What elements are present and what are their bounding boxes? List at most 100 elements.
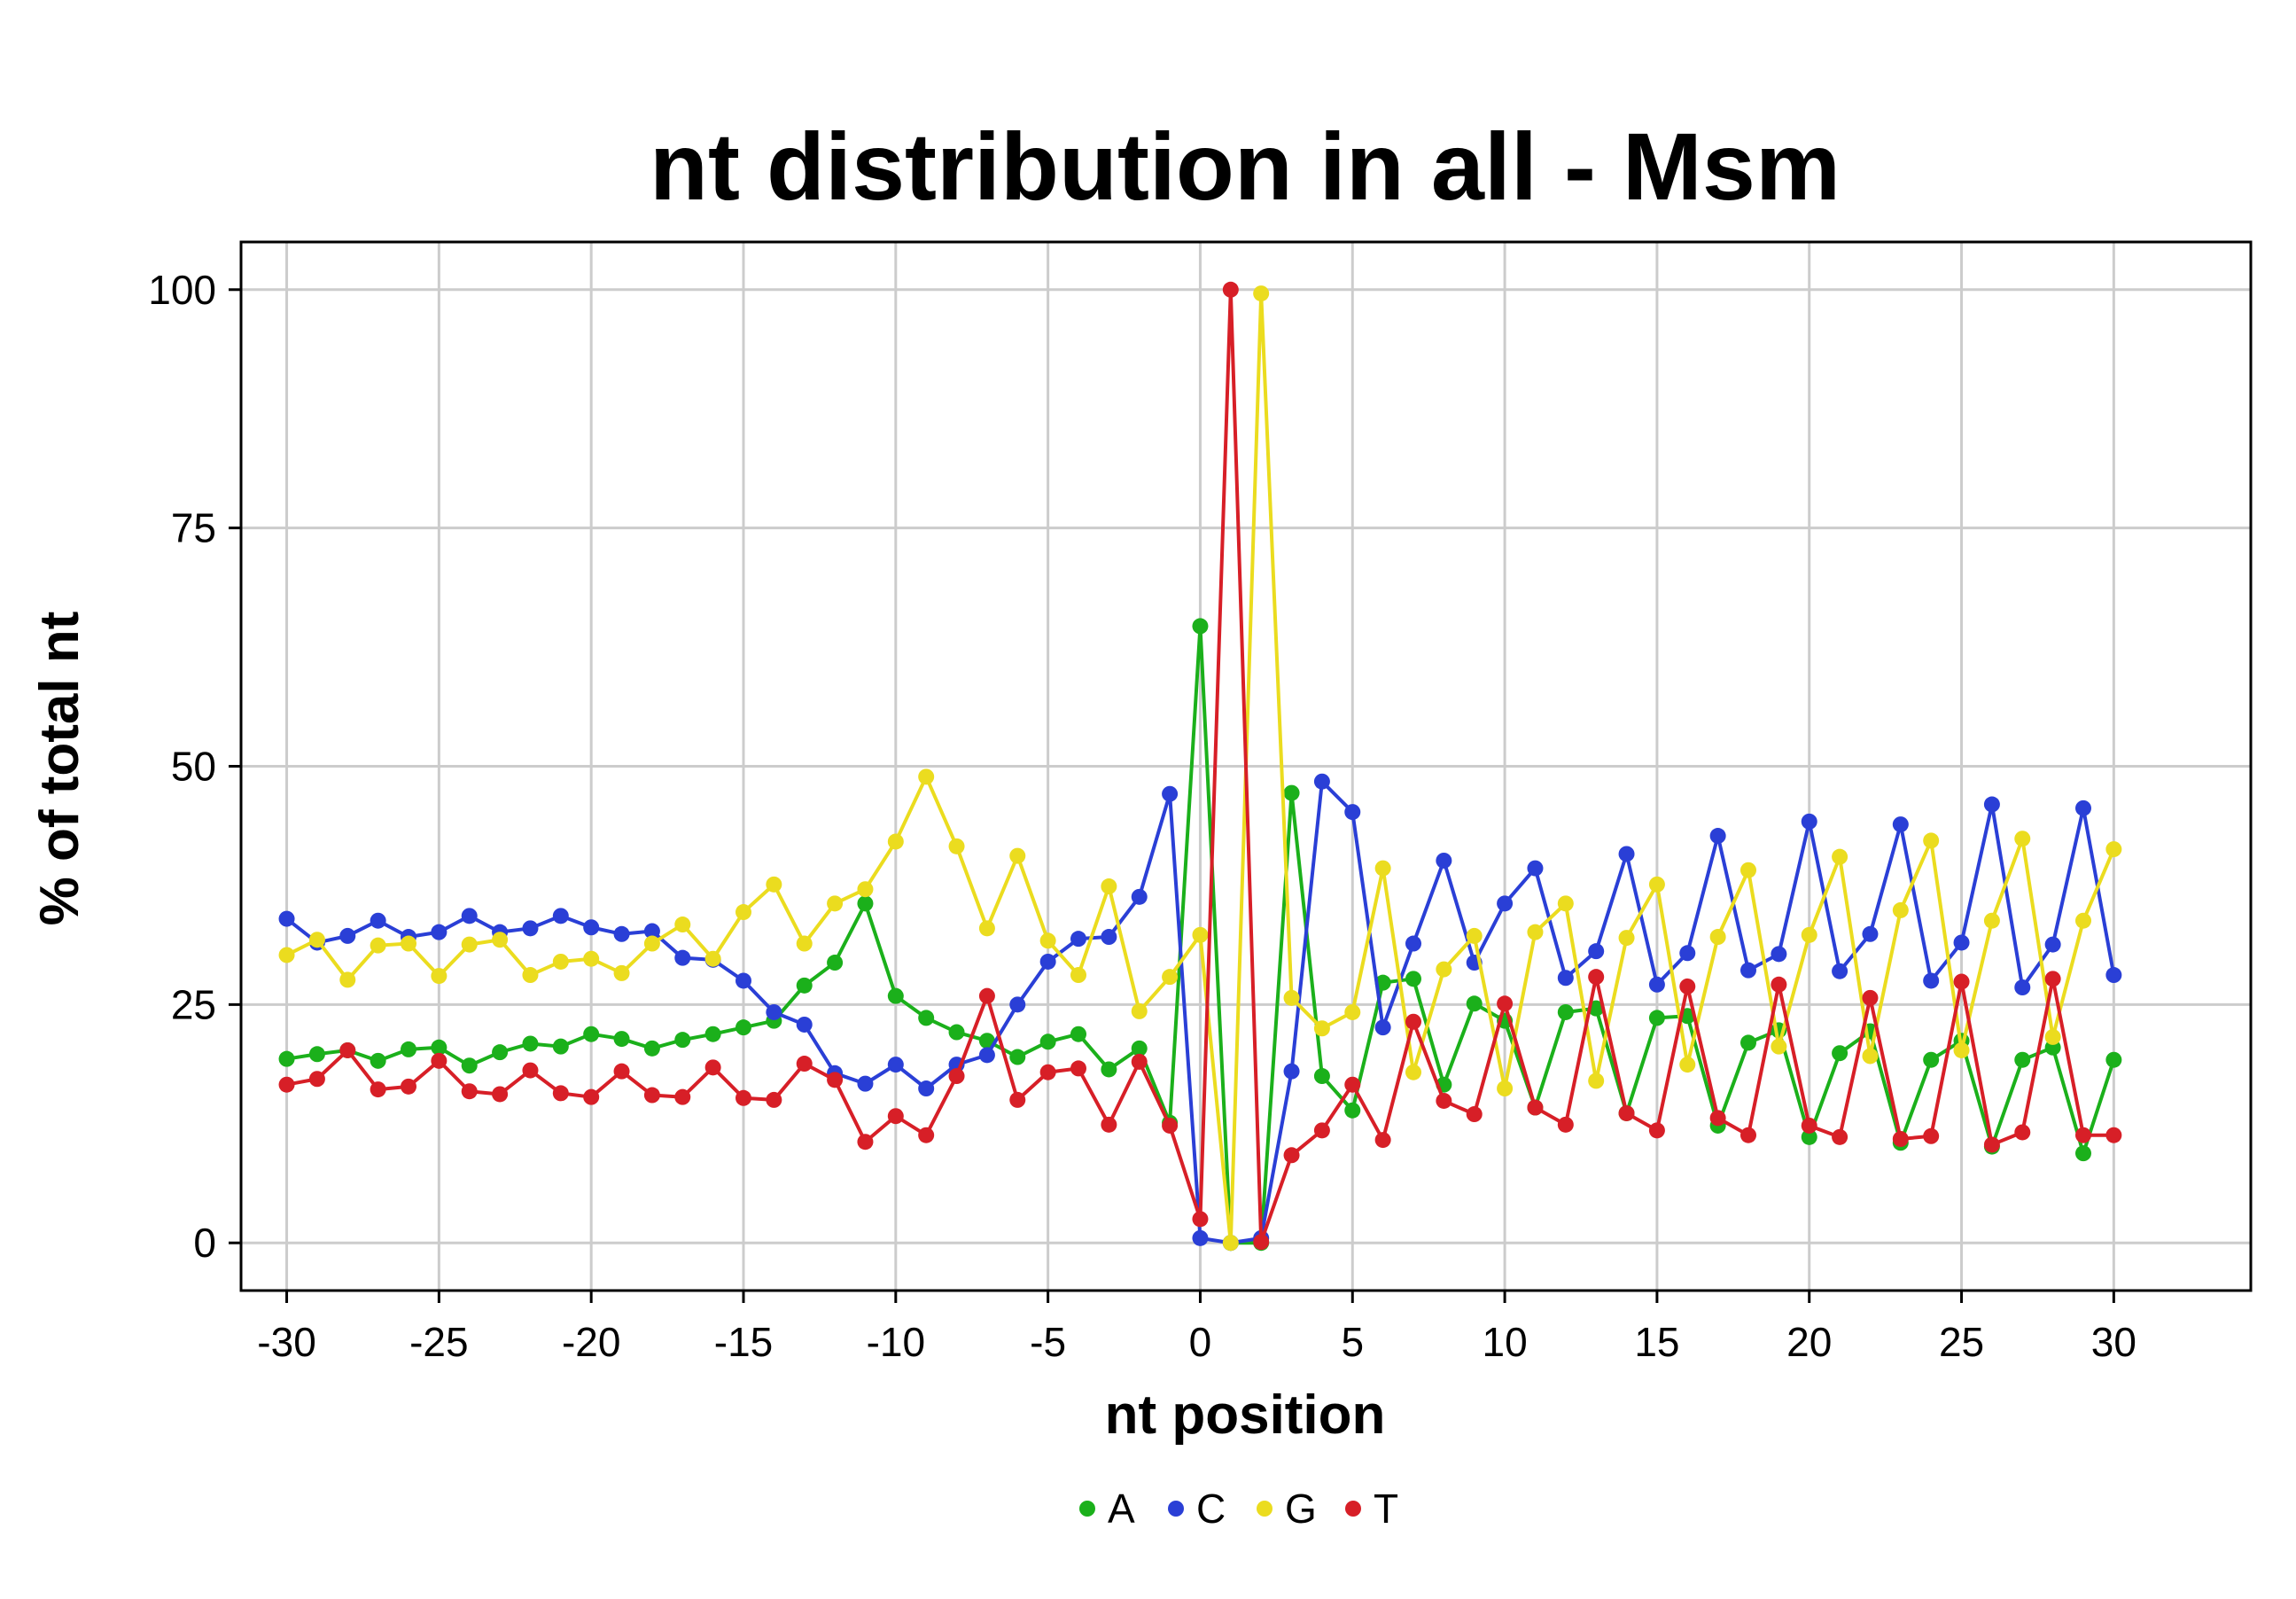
data-point-T [1131, 1053, 1148, 1070]
legend-label: C [1196, 1486, 1226, 1532]
data-point-C [1313, 773, 1330, 790]
data-point-C [1374, 1019, 1391, 1036]
data-point-G [552, 953, 569, 970]
data-point-T [1983, 1136, 2000, 1153]
data-point-C [1070, 931, 1086, 948]
data-point-C [918, 1080, 935, 1097]
data-point-T [1466, 1106, 1483, 1123]
data-point-G [522, 967, 539, 984]
data-point-C [1618, 846, 1635, 862]
series-T [278, 281, 2122, 1251]
data-point-A [1740, 1034, 1756, 1051]
data-point-C [552, 908, 569, 924]
x-tick-label: -5 [1030, 1319, 1066, 1365]
data-point-T [1344, 1076, 1361, 1093]
data-point-T [1070, 1060, 1086, 1077]
x-axis-ticks: -30 -25 -20 -15 -10 -5 0 5 10 15 20 25 30 [257, 1291, 2136, 1365]
x-tick-label: 15 [1634, 1319, 1679, 1365]
data-point-C [1983, 796, 2000, 813]
x-tick-label: -30 [257, 1319, 315, 1365]
data-point-T [1101, 1116, 1117, 1133]
data-point-T [1832, 1128, 1848, 1145]
data-point-G [1009, 847, 1026, 864]
data-point-G [461, 936, 478, 953]
data-point-T [461, 1083, 478, 1100]
data-point-T [827, 1072, 844, 1088]
data-point-T [643, 1087, 660, 1104]
data-point-T [1740, 1127, 1756, 1143]
data-point-C [1101, 929, 1117, 946]
data-point-C [2105, 967, 2122, 984]
data-point-C [431, 924, 448, 940]
data-point-G [2044, 1028, 2061, 1045]
x-tick-label: 20 [1786, 1319, 1832, 1365]
data-point-T [1436, 1092, 1452, 1109]
data-point-C [1344, 804, 1361, 821]
data-point-A [643, 1040, 660, 1057]
data-point-T [1588, 969, 1605, 986]
data-point-T [1679, 978, 1696, 994]
x-tick-label: -15 [714, 1319, 773, 1365]
data-point-C [1771, 946, 1787, 963]
data-point-G [1436, 961, 1452, 978]
y-tick-label: 25 [171, 981, 216, 1027]
data-point-A [492, 1044, 509, 1061]
data-point-G [887, 833, 904, 850]
data-point-A [613, 1031, 630, 1048]
data-point-A [978, 1033, 995, 1049]
x-axis-title: nt position [1105, 1384, 1386, 1446]
data-point-G [643, 935, 660, 952]
data-point-A [1192, 618, 1209, 635]
data-point-G [1070, 967, 1086, 984]
data-point-G [1862, 1048, 1879, 1065]
data-point-T [1771, 976, 1787, 993]
y-tick-label: 50 [171, 744, 216, 790]
data-point-C [1648, 976, 1665, 993]
data-point-G [704, 950, 721, 967]
data-point-A [918, 1010, 935, 1026]
data-point-G [2014, 831, 2031, 847]
data-point-C [1039, 953, 1056, 970]
data-point-G [1497, 1080, 1514, 1097]
data-point-C [370, 912, 386, 929]
data-point-G [674, 916, 691, 933]
data-point-T [2075, 1127, 2091, 1143]
data-point-A [308, 1046, 325, 1063]
data-point-A [1801, 1128, 1817, 1145]
data-point-A [1039, 1034, 1056, 1050]
data-point-G [1374, 860, 1391, 877]
data-point-A [1832, 1045, 1848, 1062]
data-point-C [613, 925, 630, 942]
data-point-T [308, 1071, 325, 1088]
data-point-G [1923, 832, 1940, 849]
data-point-T [1618, 1104, 1635, 1121]
data-point-G [1405, 1064, 1421, 1080]
data-point-G [766, 876, 782, 893]
data-point-T [1709, 1110, 1726, 1127]
data-point-A [1923, 1051, 1940, 1068]
data-point-G [735, 904, 751, 921]
data-point-G [1466, 927, 1483, 944]
data-point-G [1771, 1038, 1787, 1055]
x-tick-label: -10 [867, 1319, 925, 1365]
data-point-C [857, 1075, 874, 1092]
data-point-A [1466, 995, 1483, 1012]
data-point-C [278, 910, 295, 927]
data-point-C [1527, 860, 1544, 877]
legend-marker [1257, 1501, 1273, 1517]
data-point-T [1039, 1064, 1056, 1080]
data-point-C [978, 1047, 995, 1064]
data-point-C [2014, 979, 2031, 996]
data-point-T [1923, 1127, 1940, 1144]
data-point-C [1923, 972, 1940, 989]
legend-marker [1168, 1501, 1184, 1517]
data-point-T [401, 1078, 416, 1095]
data-point-G [1131, 1002, 1148, 1019]
legend-marker [1345, 1501, 1361, 1517]
data-point-C [1588, 943, 1605, 960]
data-point-A [2014, 1051, 2031, 1068]
data-point-T [1557, 1116, 1574, 1133]
data-point-G [308, 932, 325, 948]
data-point-G [1283, 989, 1300, 1006]
data-point-T [339, 1041, 356, 1058]
